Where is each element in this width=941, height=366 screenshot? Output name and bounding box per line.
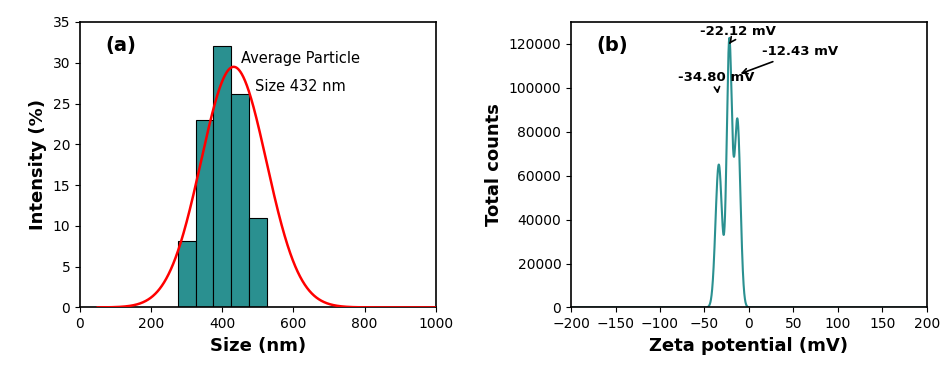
Bar xyxy=(196,120,214,307)
Bar xyxy=(249,218,267,307)
Bar xyxy=(214,46,231,307)
Text: -12.43 mV: -12.43 mV xyxy=(742,45,838,74)
Text: -22.12 mV: -22.12 mV xyxy=(700,25,776,43)
Bar xyxy=(178,240,196,307)
Text: Size 432 nm: Size 432 nm xyxy=(255,79,346,94)
Y-axis label: Intensity (%): Intensity (%) xyxy=(29,99,47,230)
Bar xyxy=(231,94,249,307)
Y-axis label: Total counts: Total counts xyxy=(486,103,503,226)
Text: -34.80 mV: -34.80 mV xyxy=(678,71,754,92)
X-axis label: Zeta potential (mV): Zeta potential (mV) xyxy=(649,337,849,355)
X-axis label: Size (nm): Size (nm) xyxy=(210,337,306,355)
Text: (a): (a) xyxy=(104,36,136,55)
Text: Average Particle: Average Particle xyxy=(241,51,360,66)
Text: (b): (b) xyxy=(596,36,628,55)
